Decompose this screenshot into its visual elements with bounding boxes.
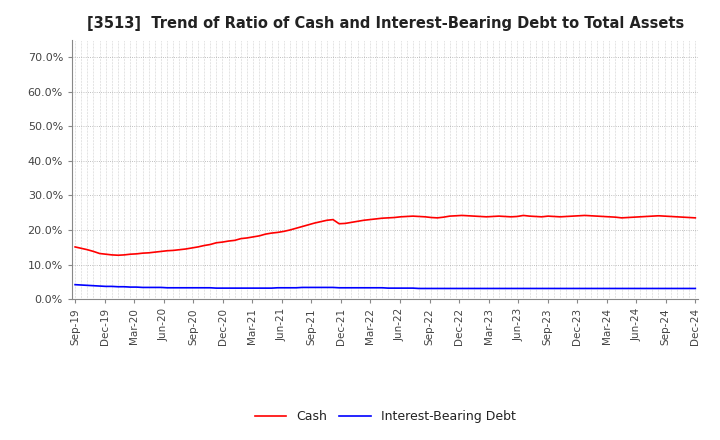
Legend: Cash, Interest-Bearing Debt: Cash, Interest-Bearing Debt <box>250 405 521 428</box>
Cash <box>568 213 577 219</box>
Cash <box>359 218 368 223</box>
Cash <box>617 215 626 220</box>
Interest-Bearing Debt <box>187 285 196 290</box>
Cash <box>691 215 700 220</box>
Cash <box>194 244 202 249</box>
Interest-Bearing Debt <box>513 286 521 291</box>
Interest-Bearing Debt <box>611 286 620 291</box>
Cash <box>114 253 122 258</box>
Interest-Bearing Debt <box>206 285 215 290</box>
Title: [3513]  Trend of Ratio of Cash and Interest-Bearing Debt to Total Assets: [3513] Trend of Ratio of Cash and Intere… <box>86 16 684 32</box>
Cash <box>212 240 220 246</box>
Cash <box>71 244 79 249</box>
Interest-Bearing Debt <box>71 282 79 287</box>
Line: Cash: Cash <box>75 216 696 255</box>
Interest-Bearing Debt <box>415 286 423 291</box>
Cash <box>458 213 467 218</box>
Interest-Bearing Debt <box>354 285 362 290</box>
Cash <box>519 213 528 218</box>
Interest-Bearing Debt <box>562 286 571 291</box>
Line: Interest-Bearing Debt: Interest-Bearing Debt <box>75 285 696 289</box>
Interest-Bearing Debt <box>691 286 700 291</box>
